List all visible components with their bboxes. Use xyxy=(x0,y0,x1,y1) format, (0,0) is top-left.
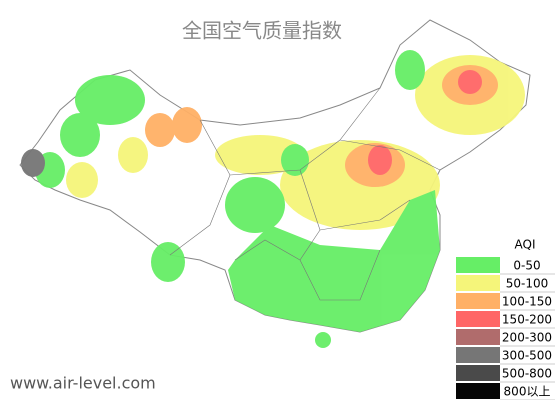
area xyxy=(21,149,45,177)
province-borders xyxy=(169,87,441,301)
legend-label: 50-100 xyxy=(506,277,549,291)
map xyxy=(19,19,531,348)
area xyxy=(172,107,202,143)
area xyxy=(75,75,145,125)
area xyxy=(281,144,309,176)
area xyxy=(368,145,392,175)
area xyxy=(228,190,440,332)
area xyxy=(151,242,185,282)
source-link[interactable]: www.air-level.com xyxy=(10,374,156,393)
legend-swatch xyxy=(456,275,500,291)
map-title: 全国空气质量指数 xyxy=(182,19,342,43)
legend-swatch xyxy=(456,311,500,327)
aqi-areas xyxy=(21,50,525,348)
legend: AQI 0-50 50-100 100-150 150-200 200-300 300-5… xyxy=(455,236,555,400)
legend-swatch xyxy=(456,329,500,345)
legend-swatch xyxy=(456,293,500,309)
area xyxy=(315,332,331,348)
legend-title: AQI xyxy=(515,238,536,252)
area xyxy=(60,113,100,157)
legend-label: 300-500 xyxy=(502,349,552,363)
legend-swatch xyxy=(456,365,500,381)
legend-label: 100-150 xyxy=(502,295,552,309)
area xyxy=(395,50,425,90)
legend-label: 200-300 xyxy=(502,331,552,345)
area xyxy=(458,70,482,94)
area xyxy=(145,113,175,147)
area xyxy=(225,177,285,233)
legend-label: 0-50 xyxy=(513,259,540,273)
legend-swatch xyxy=(456,383,500,399)
area xyxy=(118,137,148,173)
legend-label: 500-800 xyxy=(502,367,552,381)
legend-label: 150-200 xyxy=(502,313,552,327)
legend-label: 800以上 xyxy=(504,385,551,399)
legend-swatch xyxy=(456,257,500,273)
area xyxy=(66,162,98,198)
legend-swatch xyxy=(456,347,500,363)
